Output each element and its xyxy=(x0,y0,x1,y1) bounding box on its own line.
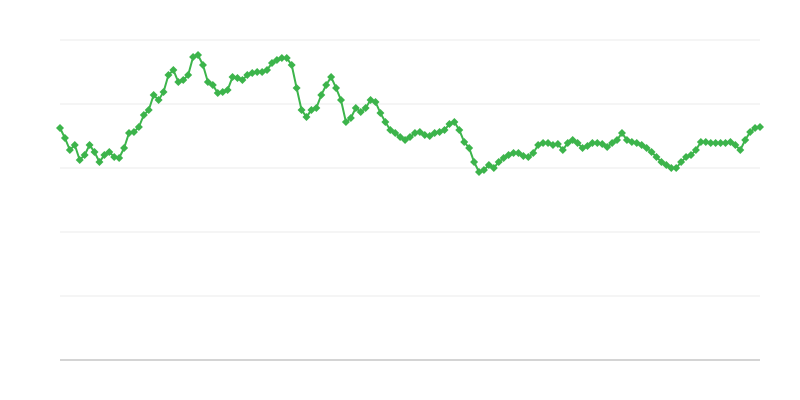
marker xyxy=(450,118,459,126)
marker xyxy=(65,146,74,154)
marker xyxy=(524,153,533,161)
marker xyxy=(706,139,715,147)
marker xyxy=(509,149,518,157)
marker xyxy=(238,76,247,84)
marker xyxy=(529,149,538,157)
marker xyxy=(406,133,414,141)
marker xyxy=(603,143,612,151)
marker xyxy=(184,71,193,79)
marker xyxy=(322,81,331,89)
marker xyxy=(677,158,686,166)
marker xyxy=(494,158,503,166)
marker xyxy=(208,81,217,89)
marker xyxy=(70,141,79,149)
marker xyxy=(746,128,755,136)
marker xyxy=(489,164,498,172)
marker xyxy=(95,158,104,166)
marker xyxy=(194,51,203,59)
marker xyxy=(287,61,296,69)
marker xyxy=(376,109,385,117)
marker xyxy=(711,139,720,147)
marker xyxy=(617,129,626,137)
marker xyxy=(159,88,168,96)
marker xyxy=(179,76,188,84)
marker xyxy=(154,96,163,104)
marker xyxy=(60,134,69,142)
marker xyxy=(470,158,479,166)
marker xyxy=(292,84,301,92)
marker xyxy=(56,124,64,132)
marker xyxy=(144,106,153,114)
marker xyxy=(391,129,400,137)
marker xyxy=(672,164,681,172)
marker xyxy=(223,86,232,94)
marker xyxy=(282,54,291,62)
marker xyxy=(642,144,651,152)
marker xyxy=(115,154,124,162)
marker xyxy=(297,106,306,114)
line xyxy=(59,53,761,174)
marker xyxy=(277,54,286,62)
marker xyxy=(667,164,676,172)
marker xyxy=(80,151,89,159)
marker xyxy=(539,139,548,147)
marker xyxy=(440,126,449,134)
marker xyxy=(465,144,474,152)
marker xyxy=(588,139,597,147)
marker xyxy=(312,104,321,112)
marker xyxy=(120,144,129,152)
marker xyxy=(479,166,488,174)
marker xyxy=(455,126,464,134)
marker xyxy=(302,113,311,121)
marker xyxy=(356,108,365,116)
marker xyxy=(647,148,656,156)
marker xyxy=(731,141,740,149)
marker xyxy=(558,146,567,154)
marker xyxy=(573,139,582,147)
marker xyxy=(139,111,148,119)
marker xyxy=(164,71,173,79)
marker xyxy=(741,136,750,144)
marker xyxy=(371,98,380,106)
marker xyxy=(85,141,94,149)
marker xyxy=(351,104,360,112)
marker xyxy=(696,138,705,146)
marker xyxy=(198,61,207,69)
marker xyxy=(317,91,326,99)
marker xyxy=(169,66,178,74)
marker xyxy=(105,148,114,156)
marker xyxy=(327,73,336,81)
marker xyxy=(716,139,725,147)
marker xyxy=(361,104,370,112)
marker xyxy=(336,96,345,104)
marker xyxy=(686,151,695,159)
marker xyxy=(332,84,341,92)
marker xyxy=(75,156,84,164)
marker xyxy=(756,123,764,131)
marker xyxy=(460,138,469,146)
marker xyxy=(736,146,745,154)
marker xyxy=(253,68,262,76)
marker xyxy=(263,66,272,74)
marker xyxy=(90,148,99,156)
marker xyxy=(553,140,562,148)
marker xyxy=(341,118,350,126)
marker xyxy=(652,153,661,161)
marker xyxy=(129,128,138,136)
marker xyxy=(613,136,622,144)
marker xyxy=(381,118,390,126)
marker xyxy=(691,146,700,154)
marker xyxy=(346,114,355,122)
marker xyxy=(134,123,143,131)
marker xyxy=(149,91,158,99)
